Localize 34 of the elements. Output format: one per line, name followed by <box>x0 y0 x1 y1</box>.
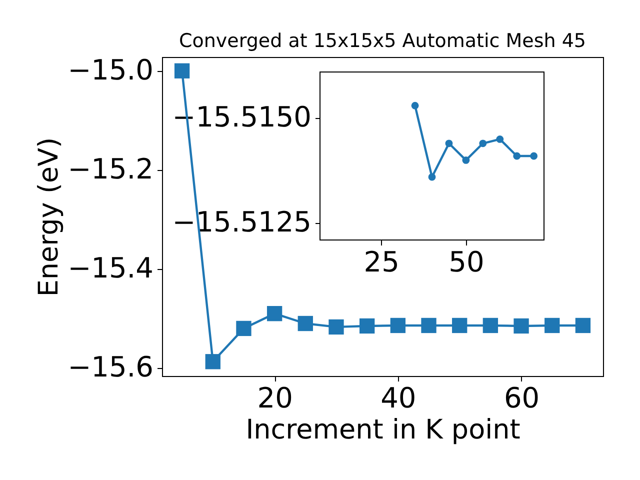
y-tick-label: −15.4 <box>68 252 154 285</box>
point <box>479 140 487 148</box>
x-tick-label: 50 <box>448 246 484 278</box>
y-tick-label: −15.0 <box>68 53 154 86</box>
point <box>390 318 406 334</box>
chart-title: Converged at 15x15x5 Automatic Mesh 45 <box>178 30 586 52</box>
point <box>452 318 468 334</box>
point <box>530 152 538 160</box>
point <box>205 354 220 370</box>
point <box>496 136 504 143</box>
point <box>428 173 436 181</box>
x-tick-label: 40 <box>380 382 416 414</box>
point <box>328 319 344 335</box>
point <box>462 156 470 164</box>
point <box>514 318 529 334</box>
point <box>298 316 313 332</box>
x-tick-label: 60 <box>504 382 540 414</box>
point <box>544 318 560 334</box>
y-tick-label: −15.2 <box>68 152 154 186</box>
x-tick-label: 20 <box>257 382 293 414</box>
point <box>236 320 252 336</box>
point <box>421 318 436 334</box>
point <box>575 318 591 334</box>
x-tick-label: 25 <box>364 246 400 278</box>
y-axis-title: Energy (eV) <box>34 137 65 297</box>
x-axis-title: Increment in K point <box>246 414 520 446</box>
y-tick-label: −15.6 <box>68 350 154 384</box>
point <box>482 318 498 334</box>
point <box>359 318 375 334</box>
point <box>266 306 282 322</box>
point <box>445 140 453 148</box>
point <box>513 152 521 160</box>
point <box>174 63 190 78</box>
point <box>411 102 419 110</box>
